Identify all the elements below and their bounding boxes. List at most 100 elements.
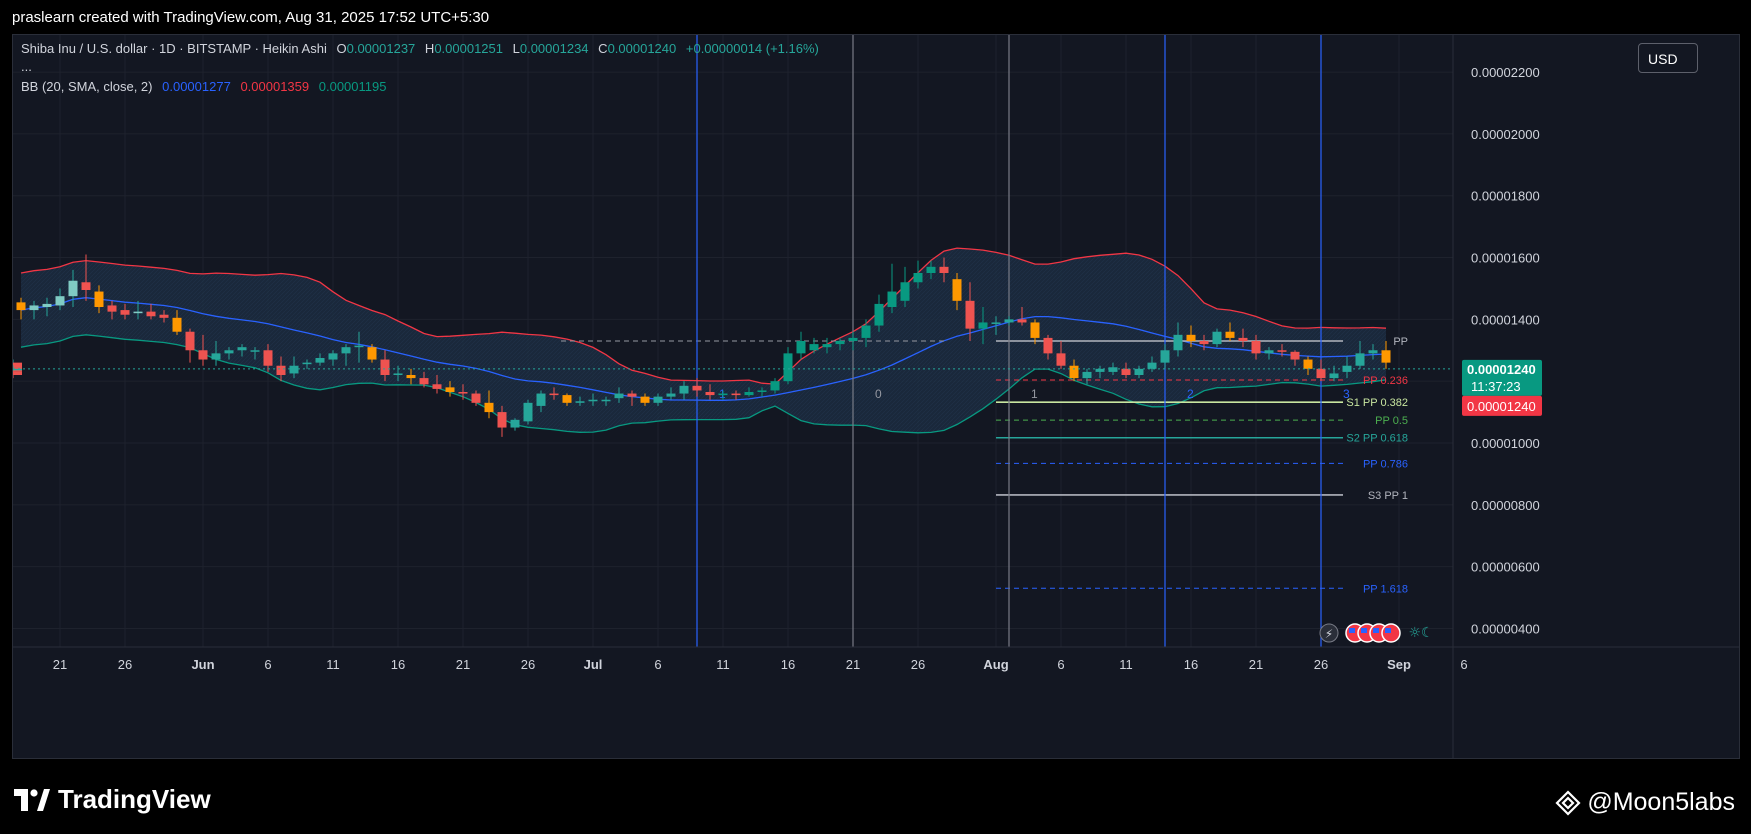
candle[interactable] bbox=[926, 260, 936, 280]
candle[interactable] bbox=[211, 341, 221, 366]
candle[interactable] bbox=[328, 350, 338, 366]
candle[interactable] bbox=[536, 390, 546, 413]
candle[interactable] bbox=[133, 300, 143, 320]
candle[interactable] bbox=[861, 319, 871, 348]
candle[interactable] bbox=[185, 328, 195, 363]
candle[interactable] bbox=[393, 365, 403, 382]
candle[interactable] bbox=[1147, 356, 1157, 372]
candle[interactable] bbox=[55, 288, 65, 311]
candle[interactable] bbox=[692, 378, 702, 397]
symbol-title[interactable]: Shiba Inu / U.S. dollar · 1D · BITSTAMP … bbox=[21, 41, 327, 56]
candle[interactable] bbox=[354, 331, 364, 363]
candle[interactable] bbox=[406, 368, 416, 385]
candle[interactable] bbox=[510, 418, 520, 431]
candle[interactable] bbox=[640, 393, 650, 406]
candle[interactable] bbox=[1173, 322, 1183, 357]
candle[interactable] bbox=[250, 347, 260, 360]
candle[interactable] bbox=[497, 405, 507, 437]
candle[interactable] bbox=[1043, 334, 1053, 360]
candle[interactable] bbox=[705, 384, 715, 400]
candle[interactable] bbox=[1017, 307, 1027, 326]
candle[interactable] bbox=[13, 365, 22, 371]
candle[interactable] bbox=[471, 390, 481, 406]
candle[interactable] bbox=[783, 347, 793, 385]
candle[interactable] bbox=[146, 303, 156, 320]
candle[interactable] bbox=[913, 260, 923, 289]
candle[interactable] bbox=[1095, 365, 1105, 379]
candle[interactable] bbox=[887, 263, 897, 314]
candle[interactable] bbox=[94, 285, 104, 314]
candle[interactable] bbox=[1004, 316, 1014, 326]
candle[interactable] bbox=[120, 303, 130, 320]
legend-bb-row[interactable]: BB (20, SMA, close, 2) 0.00001277 0.0000… bbox=[21, 79, 392, 94]
candle[interactable] bbox=[1329, 365, 1339, 382]
legend-more-button[interactable]: ... bbox=[21, 59, 32, 74]
candle[interactable] bbox=[978, 307, 988, 345]
candle[interactable] bbox=[744, 387, 754, 397]
chart-canvas[interactable]: PP PP 0.236 S1 PP 0.382 PP 0.5 S2 PP 0.618 PP… bbox=[13, 35, 1740, 759]
candle[interactable] bbox=[1082, 368, 1092, 385]
candle[interactable] bbox=[1264, 347, 1274, 360]
candle[interactable] bbox=[380, 350, 390, 382]
candle[interactable] bbox=[302, 359, 312, 369]
candle[interactable] bbox=[1160, 344, 1170, 369]
candle[interactable] bbox=[1212, 328, 1222, 348]
candle[interactable] bbox=[276, 356, 286, 382]
candle[interactable] bbox=[367, 344, 377, 363]
candle[interactable] bbox=[731, 390, 741, 400]
candle[interactable] bbox=[614, 387, 624, 403]
candle[interactable] bbox=[1134, 365, 1144, 379]
candle[interactable] bbox=[42, 297, 52, 317]
candle[interactable] bbox=[1355, 341, 1365, 369]
candles[interactable] bbox=[13, 254, 1391, 437]
candle[interactable] bbox=[198, 334, 208, 366]
candle[interactable] bbox=[653, 393, 663, 406]
candle[interactable] bbox=[1368, 344, 1378, 360]
candle[interactable] bbox=[679, 381, 689, 400]
candle[interactable] bbox=[718, 390, 728, 400]
candle[interactable] bbox=[757, 387, 767, 397]
candle[interactable] bbox=[458, 384, 468, 400]
chart-panel[interactable]: PP PP 0.236 S1 PP 0.382 PP 0.5 S2 PP 0.618 PP… bbox=[12, 34, 1740, 759]
candle[interactable] bbox=[965, 282, 975, 341]
candle[interactable] bbox=[315, 353, 325, 366]
candle[interactable] bbox=[1121, 362, 1131, 379]
candle[interactable] bbox=[484, 390, 494, 419]
candle[interactable] bbox=[224, 347, 234, 360]
candle[interactable] bbox=[588, 393, 598, 406]
candle[interactable] bbox=[1225, 322, 1235, 341]
candle[interactable] bbox=[796, 331, 806, 360]
candle[interactable] bbox=[770, 378, 780, 394]
candle[interactable] bbox=[1290, 350, 1300, 366]
candle[interactable] bbox=[445, 381, 455, 397]
candle[interactable] bbox=[1251, 334, 1261, 360]
candle[interactable] bbox=[107, 300, 117, 320]
candle[interactable] bbox=[13, 359, 22, 375]
currency-button[interactable]: USD bbox=[1638, 43, 1698, 73]
candle[interactable] bbox=[16, 297, 26, 320]
candle[interactable] bbox=[159, 310, 169, 323]
candle[interactable] bbox=[432, 375, 442, 394]
candle[interactable] bbox=[419, 371, 429, 388]
candle[interactable] bbox=[172, 310, 182, 335]
candle[interactable] bbox=[835, 337, 845, 351]
candle[interactable] bbox=[666, 387, 676, 400]
candle[interactable] bbox=[1186, 325, 1196, 348]
candle[interactable] bbox=[1381, 341, 1391, 369]
candle[interactable] bbox=[523, 399, 533, 425]
candle[interactable] bbox=[874, 294, 884, 332]
candle[interactable] bbox=[549, 387, 559, 400]
candle[interactable] bbox=[1030, 319, 1040, 345]
candle[interactable] bbox=[627, 390, 637, 406]
candle[interactable] bbox=[68, 269, 78, 307]
candle[interactable] bbox=[822, 337, 832, 354]
candle[interactable] bbox=[575, 396, 585, 406]
candle[interactable] bbox=[1238, 328, 1248, 348]
candle[interactable] bbox=[1277, 344, 1287, 357]
candle[interactable] bbox=[81, 254, 91, 301]
candle[interactable] bbox=[952, 273, 962, 311]
candle[interactable] bbox=[991, 316, 1001, 335]
candle[interactable] bbox=[289, 356, 299, 379]
candle[interactable] bbox=[13, 368, 22, 379]
candle[interactable] bbox=[601, 396, 611, 406]
